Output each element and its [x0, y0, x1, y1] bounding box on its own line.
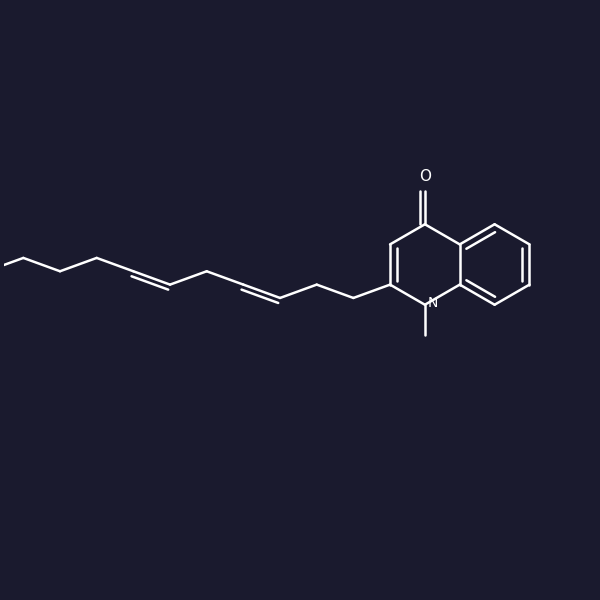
Text: N: N: [428, 296, 438, 310]
Text: O: O: [419, 169, 431, 184]
